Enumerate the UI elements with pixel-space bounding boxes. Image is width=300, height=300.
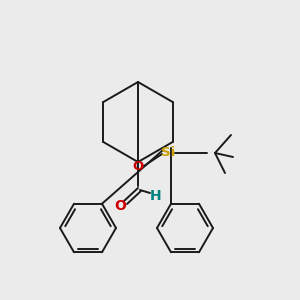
Text: O: O [132,160,144,173]
Text: Si: Si [161,146,175,160]
Text: O: O [114,199,126,213]
Text: H: H [150,189,162,203]
